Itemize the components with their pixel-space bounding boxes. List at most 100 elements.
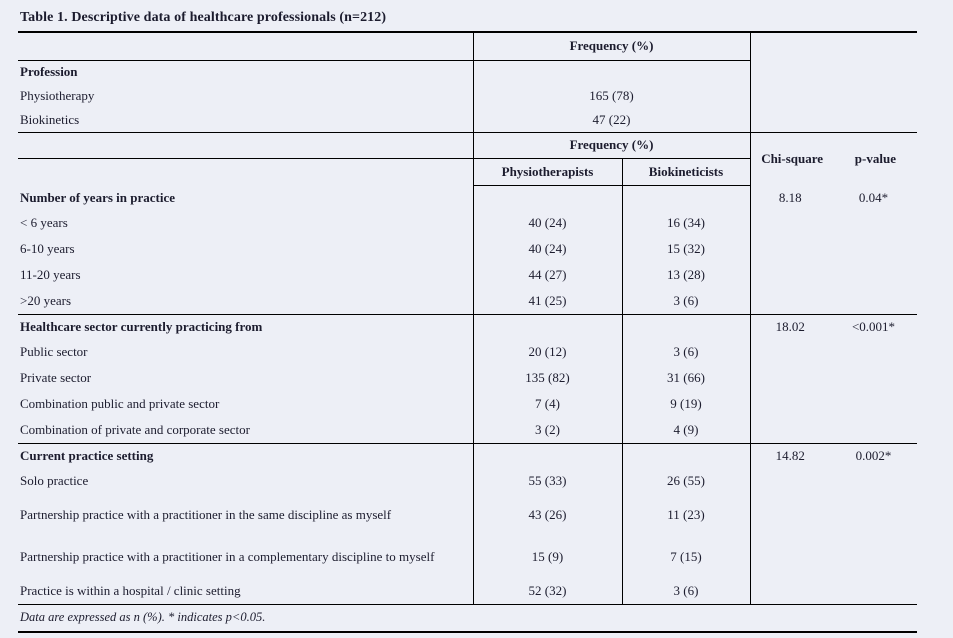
empty-cell (472, 443, 622, 468)
empty-cell (18, 158, 473, 185)
empty-cell (472, 185, 622, 210)
empty-cell (472, 60, 751, 84)
frequency-value-cell: 165 (78) (472, 84, 751, 108)
header-physiotherapists: Physiotherapists (472, 158, 622, 186)
empty-cell (749, 236, 831, 262)
empty-cell (830, 578, 918, 605)
data-table: Frequency (%) Profession Physiotherapy 1… (18, 33, 918, 633)
table-row: Combination of private and corporate sec… (18, 417, 918, 444)
biokin-value-cell: 26 (55) (621, 468, 751, 494)
biokin-value-cell: 16 (34) (621, 210, 751, 236)
row-label-cell: Practice is within a hospital / clinic s… (18, 578, 473, 605)
header-row-1: Frequency (%) (18, 33, 918, 61)
chi-value-cell: 14.82 (749, 443, 831, 468)
empty-cell (830, 288, 918, 315)
physio-value-cell: 135 (82) (472, 365, 622, 391)
biokin-value-cell: 13 (28) (621, 262, 751, 288)
empty-cell (749, 468, 831, 494)
biokin-value-cell: 11 (23) (621, 494, 751, 536)
physio-value-cell: 55 (33) (472, 468, 622, 494)
empty-cell (830, 236, 917, 262)
biokin-value-cell: 15 (32) (621, 236, 751, 262)
header-row-3: Physiotherapists Biokineticists (18, 158, 917, 186)
row-label-cell: Private sector (20, 370, 92, 385)
row-label-cell: < 6 years (20, 215, 68, 230)
table-row: >20 years 41 (25) 3 (6) (18, 288, 918, 315)
empty-cell (749, 210, 831, 236)
physio-value-cell: 40 (24) (472, 236, 622, 262)
table-row: < 6 years 40 (24) 16 (34) (18, 210, 917, 236)
row-label-cell: Partnership practice with a practitioner… (20, 549, 435, 564)
table-title: Table 1. Descriptive data of healthcare … (18, 8, 917, 33)
biokin-value-cell: 31 (66) (621, 365, 751, 391)
empty-cell (749, 108, 918, 133)
empty-cell (749, 536, 831, 578)
header-row-2: Frequency (%) Chi-square p-value (18, 132, 918, 185)
physio-value-cell: 15 (9) (472, 536, 622, 578)
row-label-cell: Combination of private and corporate sec… (18, 417, 473, 444)
empty-cell (749, 417, 831, 444)
row-label-cell: 6-10 years (20, 241, 75, 256)
empty-cell (830, 417, 918, 444)
empty-cell (749, 339, 831, 365)
row-label-cell: 11-20 years (20, 267, 81, 282)
physio-value-cell: 40 (24) (472, 210, 622, 236)
row-label-cell: Combination public and private sector (20, 396, 220, 411)
biokin-value-cell: 4 (9) (621, 417, 751, 444)
table-footnote: Data are expressed as n (%). * indicates… (18, 604, 918, 633)
biokin-value-cell: 3 (6) (621, 339, 751, 365)
physio-value-cell: 41 (25) (472, 288, 622, 315)
empty-cell (472, 314, 622, 339)
chi-value-cell: 18.02 (749, 314, 831, 339)
empty-cell (749, 262, 831, 288)
empty-cell (830, 262, 917, 288)
row-label-cell: Partnership practice with a practitioner… (20, 507, 392, 522)
empty-cell (749, 288, 831, 315)
section-header-row: Healthcare sector currently practicing f… (18, 314, 917, 339)
footnote-row: Data are expressed as n (%). * indicates… (18, 604, 918, 633)
p-value-cell: 0.002* (855, 447, 892, 463)
table-row: Combination public and private sector 7 … (18, 391, 917, 417)
empty-cell (621, 314, 751, 339)
biokin-value-cell: 3 (6) (621, 288, 751, 315)
header-biokineticists: Biokineticists (621, 158, 751, 186)
p-value-cell: 0.04* (858, 189, 889, 205)
empty-cell (18, 132, 473, 159)
empty-cell (830, 391, 917, 417)
row-label-cell: Number of years in practice (20, 189, 176, 205)
empty-cell (830, 468, 917, 494)
table-row: Solo practice 55 (33) 26 (55) (18, 468, 917, 494)
row-label-cell: >20 years (18, 288, 473, 315)
empty-cell (749, 365, 831, 391)
physio-value-cell: 43 (26) (472, 494, 622, 536)
table-row: Physiotherapy 165 (78) (18, 84, 918, 108)
row-label-cell: Physiotherapy (20, 88, 95, 103)
empty-cell (749, 494, 831, 536)
physio-value-cell: 44 (27) (472, 262, 622, 288)
biokin-value-cell: 9 (19) (621, 391, 751, 417)
header-frequency-mid: Frequency (%) (472, 132, 751, 159)
table-row: Partnership practice with a practitioner… (18, 536, 917, 578)
chi-value-cell: 8.18 (749, 185, 831, 210)
table-row: Public sector 20 (12) 3 (6) (18, 339, 917, 365)
p-value-cell: <0.001* (851, 318, 896, 334)
header-chi-square: Chi-square (761, 150, 824, 166)
empty-cell (749, 60, 918, 84)
row-label-cell: Biokinetics (18, 108, 473, 133)
section-header-row-profession: Profession (18, 60, 918, 84)
table-row: Private sector 135 (82) 31 (66) (18, 365, 917, 391)
empty-cell (621, 185, 751, 210)
empty-cell (830, 536, 917, 578)
empty-cell (749, 578, 831, 605)
header-frequency-top: Frequency (%) (472, 33, 751, 61)
section-header-row: Number of years in practice 8.18 0.04* (18, 185, 917, 210)
row-label-cell: Solo practice (20, 473, 89, 488)
table-row: 11-20 years 44 (27) 13 (28) (18, 262, 917, 288)
empty-cell (830, 339, 917, 365)
biokin-value-cell: 3 (6) (621, 578, 751, 605)
empty-cell (830, 210, 917, 236)
header-chi-p-cell: Chi-square p-value (749, 132, 918, 185)
physio-value-cell: 20 (12) (472, 339, 622, 365)
table-row: Practice is within a hospital / clinic s… (18, 578, 918, 605)
